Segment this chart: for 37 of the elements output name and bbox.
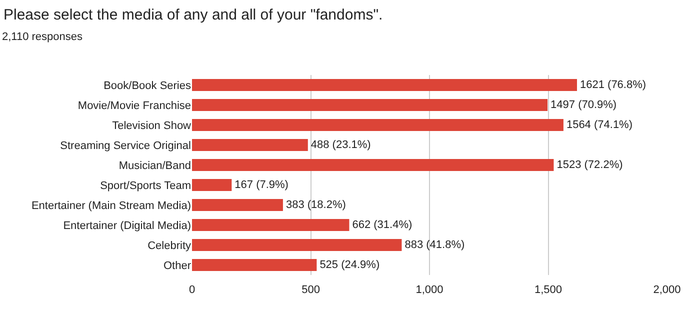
- data-label: 1497 (70.9%): [550, 99, 617, 111]
- data-label: 525 (24.9%): [320, 259, 380, 271]
- bar: [192, 79, 577, 91]
- y-tick-label: Streaming Service Original: [60, 140, 191, 152]
- y-tick-label: Entertainer (Main Stream Media): [31, 200, 191, 212]
- data-label: 1621 (76.8%): [580, 79, 646, 91]
- y-tick-label: Other: [163, 260, 192, 272]
- data-label: 883 (41.8%): [404, 239, 465, 251]
- data-label: 662 (31.4%): [352, 219, 412, 231]
- x-tick-label: 0: [188, 284, 196, 296]
- bar: [192, 159, 554, 171]
- data-label: 167 (7.9%): [234, 179, 288, 191]
- y-tick-label: Entertainer (Digital Media): [63, 220, 191, 232]
- bar: [192, 179, 232, 191]
- y-tick-label: Sport/Sports Team: [100, 180, 191, 192]
- data-label: 383 (18.2%): [286, 199, 346, 211]
- y-tick-label: Musician/Band: [118, 160, 191, 172]
- x-tick-label: 1,000: [416, 284, 444, 296]
- data-label: 1564 (74.1%): [566, 119, 632, 131]
- bar: [192, 139, 308, 151]
- x-tick-label: 500: [302, 284, 320, 296]
- bar: [192, 99, 548, 111]
- data-label: 1523 (72.2%): [556, 159, 623, 171]
- text: 2,110 responses: [2, 31, 84, 43]
- x-tick-label: 1,500: [534, 284, 562, 296]
- bar: [192, 239, 402, 251]
- y-tick-label: Movie/Movie Franchise: [78, 100, 191, 112]
- bar: [192, 199, 283, 211]
- chart-title: Please select the media of any and all of your "fandoms".: [3, 6, 383, 24]
- bar: [192, 219, 350, 231]
- bar: [192, 119, 564, 131]
- x-tick-label: 2,000: [653, 284, 681, 296]
- data-label: 488 (23.1%): [310, 139, 371, 151]
- y-tick-label: Book/Book Series: [104, 80, 192, 92]
- y-tick-label: Celebrity: [148, 240, 192, 252]
- y-tick-label: Television Show: [112, 120, 192, 132]
- bar: [192, 259, 317, 271]
